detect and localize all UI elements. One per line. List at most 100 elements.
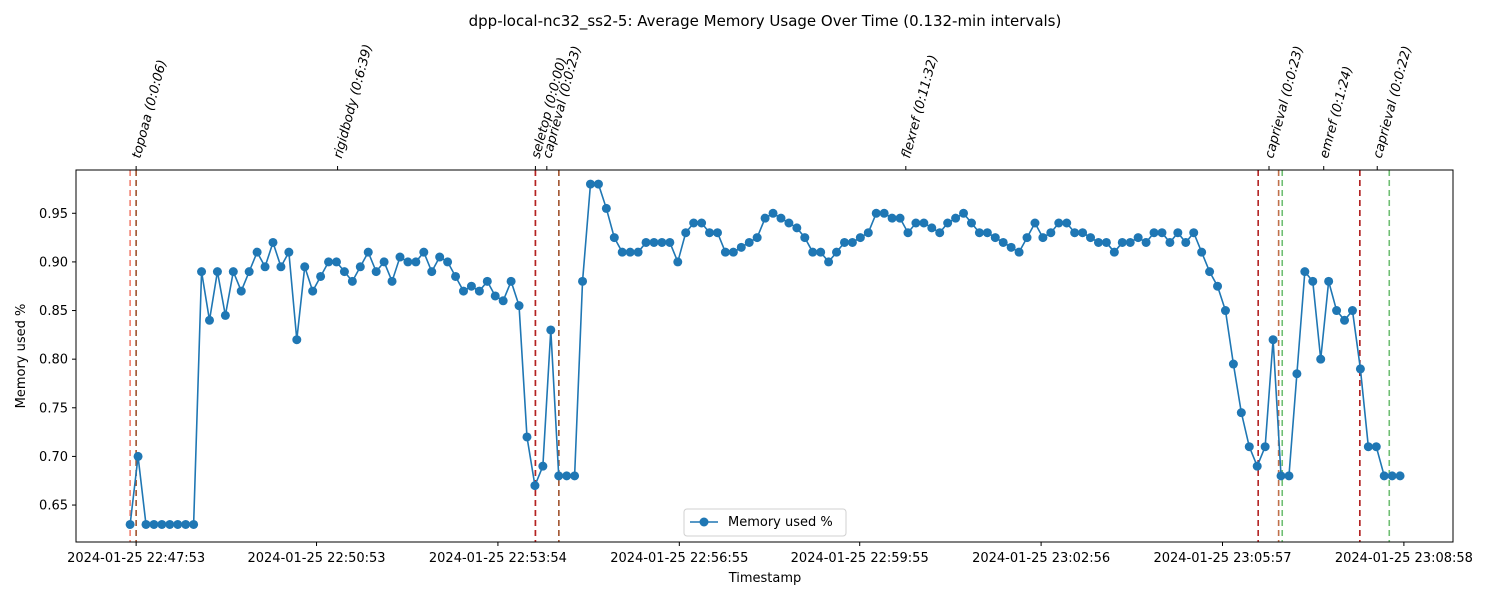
data-point (276, 262, 286, 272)
data-point (324, 257, 334, 267)
data-point (1268, 335, 1278, 345)
data-point (1046, 228, 1056, 238)
data-point (1189, 228, 1199, 238)
data-point (1379, 471, 1389, 481)
data-point (998, 237, 1008, 247)
data-point (1133, 233, 1143, 243)
data-point (879, 208, 889, 218)
data-point (728, 247, 738, 257)
x-tick-label: 2024-01-25 22:47:53 (67, 551, 205, 566)
legend-marker-swatch (699, 517, 709, 527)
y-tick-label: 0.65 (39, 499, 68, 514)
data-point (498, 296, 508, 306)
data-point (776, 213, 786, 223)
y-tick-label: 0.90 (39, 255, 68, 270)
data-point (458, 286, 468, 296)
data-point (554, 471, 564, 481)
legend-box (683, 508, 847, 537)
data-point (387, 276, 397, 286)
data-point (363, 247, 373, 257)
data-point (514, 301, 524, 311)
data-point (1054, 218, 1064, 228)
data-point (1228, 359, 1238, 369)
x-tick-label: 2024-01-25 23:02:56 (972, 551, 1110, 566)
data-point (347, 276, 357, 286)
legend: Memory used % (683, 508, 847, 537)
data-point (316, 271, 326, 281)
data-point (1340, 315, 1350, 325)
data-point (546, 325, 556, 335)
data-point (792, 223, 802, 233)
data-point (300, 262, 310, 272)
data-point (1070, 228, 1080, 238)
y-tick-label: 0.80 (39, 353, 68, 368)
data-point (1022, 233, 1032, 243)
data-point (657, 237, 667, 247)
y-tick-label: 0.70 (39, 450, 68, 465)
data-point (1244, 442, 1254, 452)
data-point (244, 267, 254, 277)
data-point (1157, 228, 1167, 238)
data-point (601, 203, 611, 213)
data-point (260, 262, 270, 272)
x-tick-label: 2024-01-25 22:53:54 (429, 551, 567, 566)
event-label: caprieval (0:0:23) (1262, 44, 1306, 160)
data-point (720, 247, 730, 257)
y-axis: 0.65 0.70 0.75 0.80 0.85 0.90 0.95 (39, 207, 76, 514)
data-point (839, 237, 849, 247)
data-point (1308, 276, 1318, 286)
data-point (855, 233, 865, 243)
data-point (593, 179, 603, 189)
data-point (824, 257, 834, 267)
data-point (895, 213, 905, 223)
data-point (990, 233, 1000, 243)
data-point (451, 271, 461, 281)
data-point (673, 257, 683, 267)
data-point (578, 276, 588, 286)
data-point (490, 291, 500, 301)
data-point (339, 267, 349, 277)
data-point (197, 267, 207, 277)
data-point (284, 247, 294, 257)
data-point (1038, 233, 1048, 243)
data-point (744, 237, 754, 247)
data-point (935, 228, 945, 238)
data-point (609, 233, 619, 243)
data-point (268, 237, 278, 247)
data-point (705, 228, 715, 238)
data-point (1181, 237, 1191, 247)
data-point (1117, 237, 1127, 247)
data-point (1062, 218, 1072, 228)
data-point (355, 262, 365, 272)
data-point (1093, 237, 1103, 247)
data-point (1300, 267, 1310, 277)
y-axis-label: Memory used % (14, 304, 29, 409)
data-point (959, 208, 969, 218)
data-point (1014, 247, 1024, 257)
data-point (1220, 306, 1230, 316)
data-point (1165, 237, 1175, 247)
data-point (625, 247, 635, 257)
data-point (919, 218, 929, 228)
data-point (1292, 369, 1302, 379)
data-point (1284, 471, 1294, 481)
data-point (1252, 461, 1262, 471)
data-point (974, 228, 984, 238)
data-point (474, 286, 484, 296)
data-point (220, 310, 230, 320)
data-point (768, 208, 778, 218)
data-point (466, 281, 476, 291)
data-point (1109, 247, 1119, 257)
data-point (157, 519, 167, 529)
data-point (570, 471, 580, 481)
data-point (903, 228, 913, 238)
data-point (1078, 228, 1088, 238)
data-point (236, 286, 246, 296)
data-point (752, 233, 762, 243)
x-tick-label: 2024-01-25 23:05:57 (1153, 551, 1291, 566)
data-point (252, 247, 262, 257)
top-event-axis: topoaa (0:0:06) rigidbody (0:6:39) seletop… (130, 43, 1415, 170)
y-tick-label: 0.85 (39, 304, 68, 319)
data-point (331, 257, 341, 267)
x-tick-label: 2024-01-25 23:08:58 (1335, 551, 1473, 566)
